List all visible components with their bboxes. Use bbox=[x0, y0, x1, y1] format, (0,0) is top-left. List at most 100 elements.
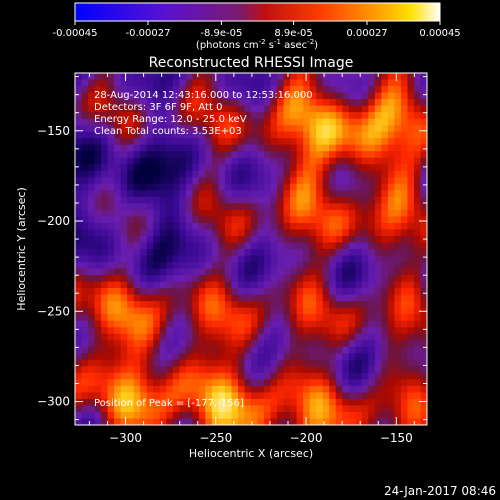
heatmap-cell bbox=[342, 73, 350, 81]
heatmap-cell bbox=[251, 294, 259, 302]
heatmap-cell bbox=[185, 118, 193, 126]
heatmap-cell bbox=[407, 99, 415, 107]
heatmap-cell bbox=[342, 249, 350, 257]
heatmap-cell bbox=[88, 346, 96, 354]
heatmap-cell bbox=[290, 209, 298, 218]
heatmap-cell bbox=[270, 392, 278, 400]
heatmap-cell bbox=[81, 79, 89, 87]
heatmap-cell bbox=[153, 138, 161, 146]
heatmap-cell bbox=[251, 346, 259, 354]
heatmap-cell bbox=[224, 125, 233, 133]
heatmap-cell bbox=[133, 235, 141, 244]
heatmap-cell bbox=[342, 288, 350, 296]
heatmap-cell bbox=[146, 242, 154, 250]
heatmap-cell bbox=[257, 92, 265, 100]
heatmap-cell bbox=[153, 105, 161, 113]
heatmap-cell bbox=[179, 372, 187, 380]
heatmap-cell bbox=[270, 105, 278, 113]
heatmap-cell bbox=[81, 131, 89, 139]
heatmap-cell bbox=[172, 346, 180, 354]
heatmap-cell bbox=[251, 86, 259, 94]
heatmap-cell bbox=[166, 268, 174, 276]
heatmap-cell bbox=[420, 411, 427, 420]
heatmap-cell bbox=[237, 268, 246, 276]
heatmap-cell bbox=[211, 405, 220, 413]
heatmap-cell bbox=[296, 249, 304, 257]
heatmap-cell bbox=[420, 418, 427, 425]
heatmap-cell bbox=[159, 157, 167, 165]
heatmap-cell bbox=[107, 301, 115, 309]
heatmap-cell bbox=[303, 222, 311, 231]
heatmap-cell bbox=[127, 288, 135, 296]
heatmap-cell bbox=[368, 307, 376, 315]
heatmap-cell bbox=[322, 190, 330, 198]
heatmap-cell bbox=[257, 216, 265, 224]
heatmap-cell bbox=[185, 411, 193, 420]
heatmap-cell bbox=[88, 366, 96, 374]
heatmap-cell bbox=[400, 288, 409, 296]
heatmap-cell bbox=[264, 151, 272, 159]
heatmap-cell bbox=[290, 190, 298, 198]
heatmap-cell bbox=[335, 275, 343, 283]
heatmap-cell bbox=[88, 379, 96, 387]
heatmap-cell bbox=[185, 170, 193, 178]
heatmap-cell bbox=[114, 418, 122, 425]
heatmap-cell bbox=[387, 144, 396, 152]
heatmap-cell bbox=[381, 112, 389, 120]
heatmap-cell bbox=[257, 144, 265, 152]
heatmap-cell bbox=[283, 385, 291, 394]
heatmap-cell bbox=[159, 118, 167, 126]
heatmap-cell bbox=[198, 418, 206, 425]
heatmap-cell bbox=[218, 268, 226, 276]
heatmap-cell bbox=[368, 203, 376, 211]
heatmap-cell bbox=[335, 216, 343, 224]
heatmap-cell bbox=[290, 307, 298, 315]
heatmap-cell bbox=[290, 229, 298, 237]
heatmap-cell bbox=[309, 327, 317, 335]
heatmap-cell bbox=[257, 320, 265, 328]
heatmap-cell bbox=[88, 99, 96, 107]
heatmap-cell bbox=[342, 281, 350, 289]
heatmap-cell bbox=[114, 281, 122, 289]
heatmap-cell bbox=[264, 379, 272, 387]
plot-frame bbox=[74, 72, 428, 426]
heatmap-cell bbox=[407, 222, 415, 231]
heatmap-cell bbox=[283, 281, 291, 289]
heatmap-cell bbox=[114, 151, 122, 159]
heatmap-cell bbox=[146, 301, 154, 309]
heatmap-cell bbox=[205, 288, 213, 296]
heatmap-cell bbox=[277, 307, 285, 315]
heatmap-cell bbox=[290, 203, 298, 211]
heatmap-cell bbox=[107, 131, 115, 139]
heatmap-cell bbox=[407, 398, 415, 407]
heatmap-cell bbox=[153, 320, 161, 328]
heatmap-cell bbox=[309, 411, 317, 420]
heatmap-cell bbox=[94, 288, 102, 296]
heatmap-cell bbox=[257, 73, 265, 81]
heatmap-cell bbox=[316, 294, 324, 302]
heatmap-cell bbox=[205, 73, 213, 81]
heatmap-cell bbox=[296, 125, 304, 133]
heatmap-cell bbox=[153, 327, 161, 335]
heatmap-cell bbox=[101, 209, 109, 218]
heatmap-cell bbox=[290, 125, 298, 133]
heatmap-cell bbox=[198, 301, 206, 309]
heatmap-cell bbox=[381, 392, 389, 400]
heatmap-cell bbox=[381, 216, 389, 224]
heatmap-cell bbox=[75, 333, 83, 341]
heatmap-cell bbox=[244, 294, 252, 302]
heatmap-cell bbox=[394, 418, 402, 425]
heatmap-cell bbox=[290, 418, 298, 425]
heatmap-cell bbox=[387, 216, 396, 224]
heatmap-cell bbox=[205, 327, 213, 335]
heatmap-cell bbox=[420, 294, 427, 302]
heatmap-cell bbox=[205, 170, 213, 178]
heatmap-cell bbox=[329, 333, 337, 341]
heatmap-cell bbox=[218, 92, 226, 100]
heatmap-cell bbox=[381, 86, 389, 94]
heatmap-cell bbox=[277, 196, 285, 204]
heatmap-cell bbox=[101, 281, 109, 289]
x-tick-labels: −300 −250 −200 −150 bbox=[109, 431, 413, 445]
heatmap-cell bbox=[159, 255, 167, 263]
heatmap-cell bbox=[231, 327, 239, 335]
